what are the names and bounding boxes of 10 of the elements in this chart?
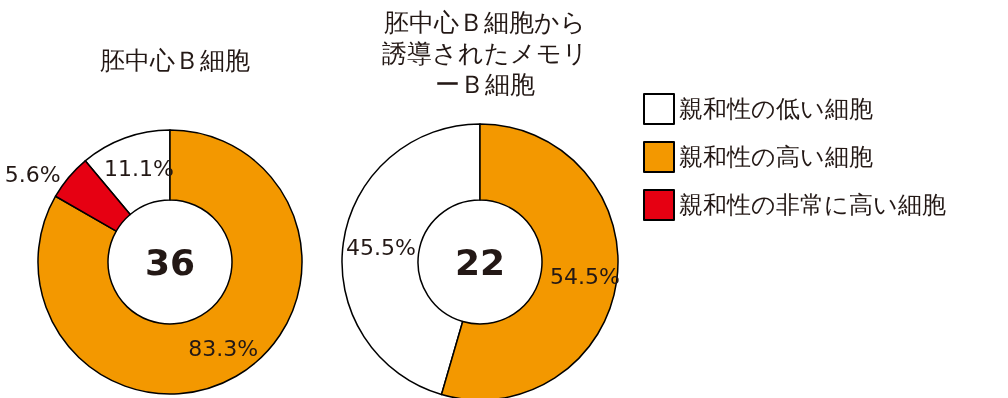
legend-label: 親和性の非常に高い細胞 [679, 191, 946, 219]
chart-title: 胚中心Ｂ細胞から誘導されたメモリーＢ細胞 [382, 8, 588, 99]
data-label: 45.5% [346, 234, 416, 260]
legend-label: 親和性の高い細胞 [679, 143, 873, 171]
chart-title: 胚中心Ｂ細胞 [100, 46, 250, 75]
text: 22 [454, 241, 506, 283]
data-label: 5.6% [4, 162, 61, 188]
legend-label: 親和性の低い細胞 [679, 95, 873, 123]
data-label: 83.3% [188, 336, 259, 362]
text: 36 [144, 241, 196, 283]
